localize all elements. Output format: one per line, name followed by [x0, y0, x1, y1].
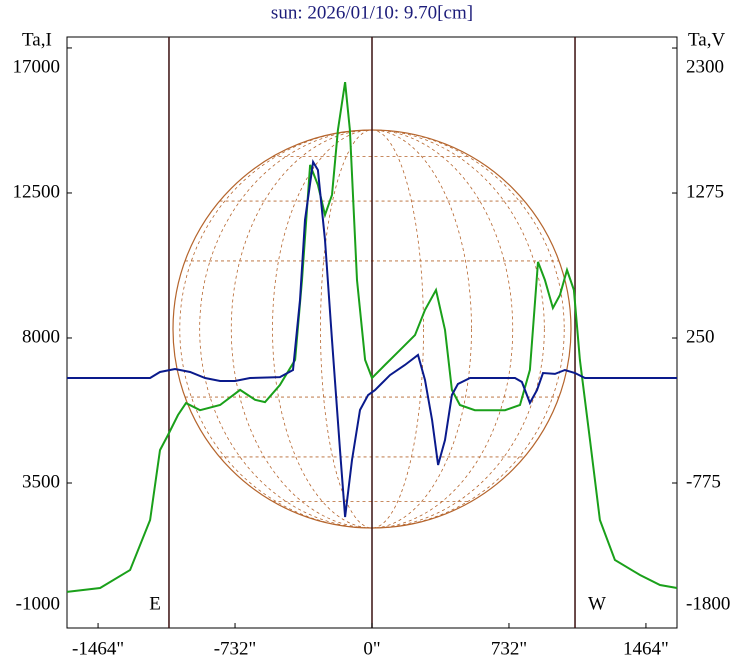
y-tick-label: 12500 — [13, 181, 61, 202]
y-tick-label: 8000 — [22, 326, 60, 347]
y-tick-label: -1000 — [16, 593, 60, 614]
y2-tick-label: 1275 — [686, 181, 724, 202]
chart-title: sun: 2026/01/10: 9.70[cm] — [271, 2, 473, 23]
x-tick-label: 732" — [491, 638, 527, 659]
series-line — [66, 81, 678, 593]
y-tick-label: 3500 — [22, 471, 60, 492]
annotation: E — [149, 593, 161, 614]
y2-tick-label: 250 — [686, 326, 715, 347]
annotation: W — [588, 593, 606, 614]
x-tick-label: 1464" — [623, 638, 669, 659]
y2-tick-label: 2300 — [686, 56, 724, 77]
y2-tick-label: -1800 — [686, 593, 730, 614]
sun-meridian — [199, 129, 545, 529]
y-tick-label: 17000 — [13, 56, 61, 77]
y2-tick-label: -775 — [686, 471, 721, 492]
series-line — [67, 159, 677, 518]
x-tick-label: 0" — [363, 638, 380, 659]
x-tick-label: -732" — [214, 638, 257, 659]
y-axis-label: Ta,I — [22, 29, 52, 50]
x-tick-label: -1464" — [72, 638, 124, 659]
y2-axis-label: Ta,V — [688, 29, 725, 50]
